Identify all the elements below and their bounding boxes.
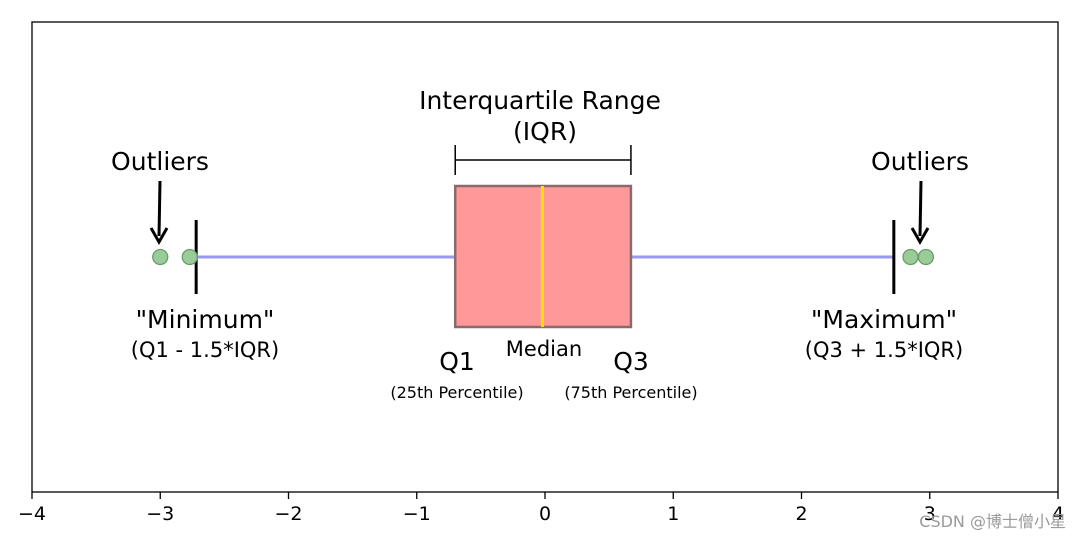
x-tick-label: 2 [795, 503, 807, 525]
x-tick-label: 4 [1052, 503, 1064, 525]
outlier-arrow-left [149, 180, 169, 246]
x-tick-label: −1 [403, 503, 431, 525]
iqr-bracket [454, 145, 632, 175]
median-label: Median [506, 337, 582, 361]
outlier-point [917, 248, 935, 266]
outlier-arrow-right [910, 180, 930, 246]
x-tick-label: 0 [539, 503, 551, 525]
outliers-left-label: Outliers [111, 147, 209, 176]
maximum-formula: (Q3 + 1.5*IQR) [805, 338, 963, 362]
iqr-abbrev: (IQR) [513, 117, 577, 146]
x-tick-label: −3 [146, 503, 174, 525]
x-axis: −4 −3 −2 −1 0 1 2 3 4 [18, 492, 1064, 525]
iqr-title: Interquartile Range [419, 86, 661, 115]
minimum-label: "Minimum" [136, 305, 275, 334]
q1-sub-label: (25th Percentile) [390, 383, 523, 402]
outlier-point [902, 248, 919, 266]
x-tick-label: 3 [924, 503, 936, 525]
outliers-group [152, 248, 935, 266]
q3-label: Q3 [613, 347, 649, 376]
watermark: CSDN @博士僧小星 [919, 512, 1066, 531]
outlier-point [181, 248, 198, 266]
maximum-label: "Maximum" [811, 305, 957, 334]
minimum-formula: (Q1 - 1.5*IQR) [131, 338, 279, 362]
q3-sub-label: (75th Percentile) [564, 383, 697, 402]
x-tick-label: −4 [18, 503, 46, 525]
x-tick-label: −2 [274, 503, 302, 525]
outliers-right-label: Outliers [871, 147, 969, 176]
q1-label: Q1 [439, 347, 475, 376]
outlier-point [152, 248, 169, 266]
x-tick-label: 1 [667, 503, 679, 525]
